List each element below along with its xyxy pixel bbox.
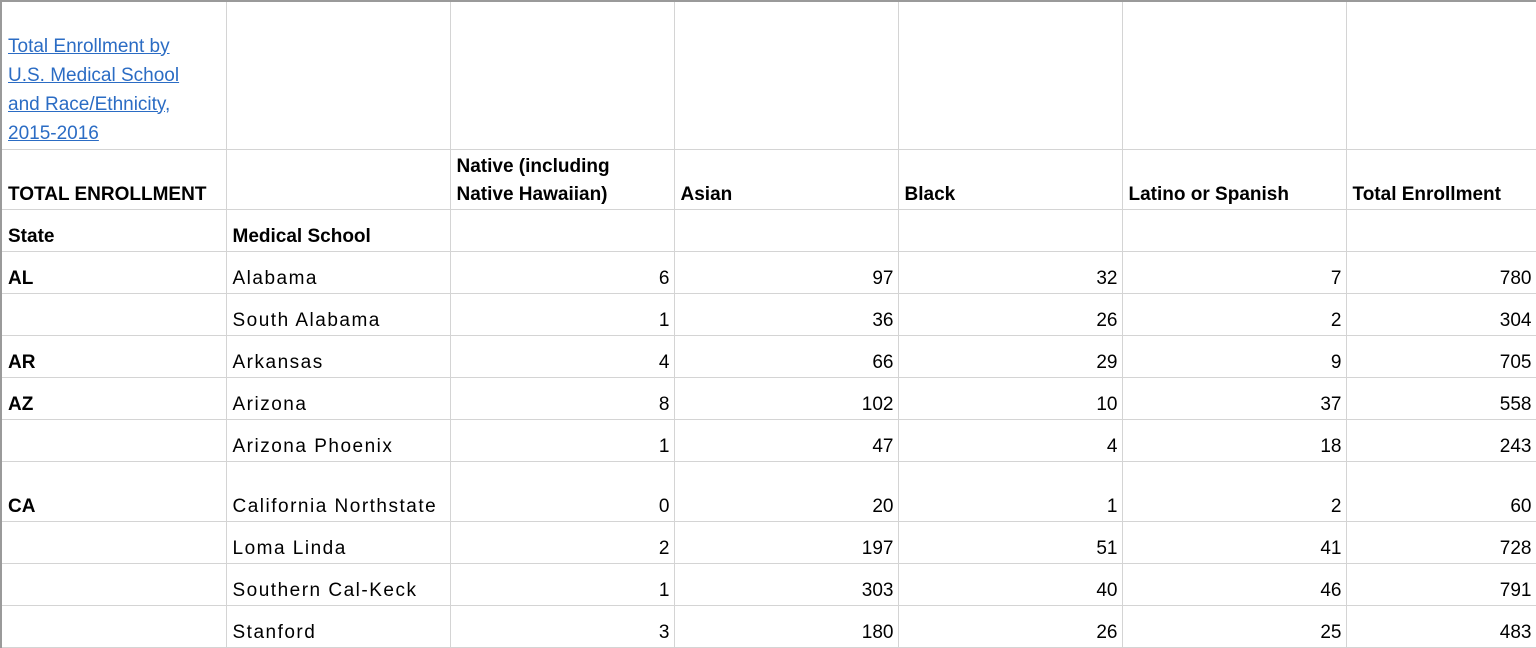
school-cell[interactable]: Arkansas — [226, 335, 451, 378]
native-cell[interactable]: 1 — [450, 293, 675, 336]
total-cell[interactable]: 705 — [1346, 335, 1536, 378]
latino-cell[interactable]: 41 — [1122, 521, 1347, 564]
black-cell[interactable]: 40 — [898, 563, 1123, 606]
school-cell[interactable]: Stanford — [226, 605, 451, 648]
asian-cell[interactable]: 47 — [674, 419, 899, 462]
total-cell[interactable]: 780 — [1346, 251, 1536, 294]
latino-cell[interactable]: 2 — [1122, 461, 1347, 522]
native-cell[interactable]: 1 — [450, 419, 675, 462]
asian-cell[interactable]: 36 — [674, 293, 899, 336]
native-cell[interactable]: 4 — [450, 335, 675, 378]
col-header-total[interactable]: Total Enrollment — [1346, 149, 1536, 210]
cell[interactable] — [450, 209, 675, 252]
state-cell[interactable]: AR — [2, 335, 227, 378]
black-cell[interactable]: 51 — [898, 521, 1123, 564]
table-row: Southern Cal-Keck 1 303 40 46 791 — [2, 563, 1536, 606]
section-label-cell[interactable]: TOTAL ENROLLMENT — [2, 149, 227, 210]
state-cell[interactable] — [2, 419, 227, 462]
state-cell[interactable] — [2, 521, 227, 564]
total-cell[interactable]: 728 — [1346, 521, 1536, 564]
cell[interactable] — [674, 209, 899, 252]
column-header-row: TOTAL ENROLLMENT Native (including Nativ… — [2, 149, 1536, 210]
latino-cell[interactable]: 7 — [1122, 251, 1347, 294]
total-cell[interactable]: 791 — [1346, 563, 1536, 606]
total-cell[interactable]: 558 — [1346, 377, 1536, 420]
state-cell[interactable]: AZ — [2, 377, 227, 420]
col-header-native[interactable]: Native (including Native Hawaiian) — [450, 149, 675, 210]
cell[interactable] — [1122, 2, 1347, 150]
table-row: AL Alabama 6 97 32 7 780 — [2, 251, 1536, 294]
cell[interactable] — [898, 209, 1123, 252]
native-cell[interactable]: 0 — [450, 461, 675, 522]
school-cell[interactable]: Southern Cal-Keck — [226, 563, 451, 606]
asian-cell[interactable]: 197 — [674, 521, 899, 564]
col-header-school[interactable]: Medical School — [226, 209, 451, 252]
cell[interactable] — [1346, 2, 1536, 150]
black-cell[interactable]: 26 — [898, 293, 1123, 336]
cell[interactable] — [450, 2, 675, 150]
table-row: South Alabama 1 36 26 2 304 — [2, 293, 1536, 336]
black-cell[interactable]: 1 — [898, 461, 1123, 522]
total-cell[interactable]: 304 — [1346, 293, 1536, 336]
asian-cell[interactable]: 102 — [674, 377, 899, 420]
school-cell[interactable]: Arizona — [226, 377, 451, 420]
black-cell[interactable]: 29 — [898, 335, 1123, 378]
cell[interactable] — [1346, 209, 1536, 252]
latino-cell[interactable]: 37 — [1122, 377, 1347, 420]
latino-cell[interactable]: 46 — [1122, 563, 1347, 606]
school-cell[interactable]: Loma Linda — [226, 521, 451, 564]
native-cell[interactable]: 8 — [450, 377, 675, 420]
latino-cell[interactable]: 18 — [1122, 419, 1347, 462]
black-cell[interactable]: 10 — [898, 377, 1123, 420]
cell[interactable] — [674, 2, 899, 150]
table-row: AZ Arizona 8 102 10 37 558 — [2, 377, 1536, 420]
col-header-asian[interactable]: Asian — [674, 149, 899, 210]
cell[interactable] — [226, 2, 451, 150]
title-link[interactable]: Total Enrollment by U.S. Medical School … — [8, 35, 180, 144]
state-cell[interactable] — [2, 605, 227, 648]
school-cell[interactable]: South Alabama — [226, 293, 451, 336]
total-cell[interactable]: 483 — [1346, 605, 1536, 648]
black-cell[interactable]: 26 — [898, 605, 1123, 648]
native-cell[interactable]: 6 — [450, 251, 675, 294]
subheader-row: State Medical School — [2, 209, 1536, 252]
cell[interactable] — [898, 2, 1123, 150]
school-cell[interactable]: Arizona Phoenix — [226, 419, 451, 462]
col-header-state[interactable]: State — [2, 209, 227, 252]
total-cell[interactable]: 60 — [1346, 461, 1536, 522]
col-header-black[interactable]: Black — [898, 149, 1123, 210]
table-row: Arizona Phoenix 1 47 4 18 243 — [2, 419, 1536, 462]
native-cell[interactable]: 3 — [450, 605, 675, 648]
table-row: Stanford 3 180 26 25 483 — [2, 605, 1536, 648]
state-cell[interactable] — [2, 293, 227, 336]
table-row: AR Arkansas 4 66 29 9 705 — [2, 335, 1536, 378]
latino-cell[interactable]: 25 — [1122, 605, 1347, 648]
asian-cell[interactable]: 303 — [674, 563, 899, 606]
table-row: Loma Linda 2 197 51 41 728 — [2, 521, 1536, 564]
asian-cell[interactable]: 20 — [674, 461, 899, 522]
table-row: CA California Northstate 0 20 1 2 60 — [2, 461, 1536, 522]
col-header-latino[interactable]: Latino or Spanish — [1122, 149, 1347, 210]
black-cell[interactable]: 4 — [898, 419, 1123, 462]
latino-cell[interactable]: 9 — [1122, 335, 1347, 378]
native-cell[interactable]: 2 — [450, 521, 675, 564]
school-cell[interactable]: Alabama — [226, 251, 451, 294]
latino-cell[interactable]: 2 — [1122, 293, 1347, 336]
cell[interactable] — [1122, 209, 1347, 252]
asian-cell[interactable]: 180 — [674, 605, 899, 648]
asian-cell[interactable]: 97 — [674, 251, 899, 294]
cell[interactable] — [226, 149, 451, 210]
state-cell[interactable] — [2, 563, 227, 606]
state-cell[interactable]: AL — [2, 251, 227, 294]
title-cell[interactable]: Total Enrollment by U.S. Medical School … — [2, 2, 227, 150]
total-cell[interactable]: 243 — [1346, 419, 1536, 462]
asian-cell[interactable]: 66 — [674, 335, 899, 378]
school-cell[interactable]: California Northstate — [226, 461, 451, 522]
title-row: Total Enrollment by U.S. Medical School … — [2, 2, 1536, 150]
native-cell[interactable]: 1 — [450, 563, 675, 606]
black-cell[interactable]: 32 — [898, 251, 1123, 294]
state-cell[interactable]: CA — [2, 461, 227, 522]
